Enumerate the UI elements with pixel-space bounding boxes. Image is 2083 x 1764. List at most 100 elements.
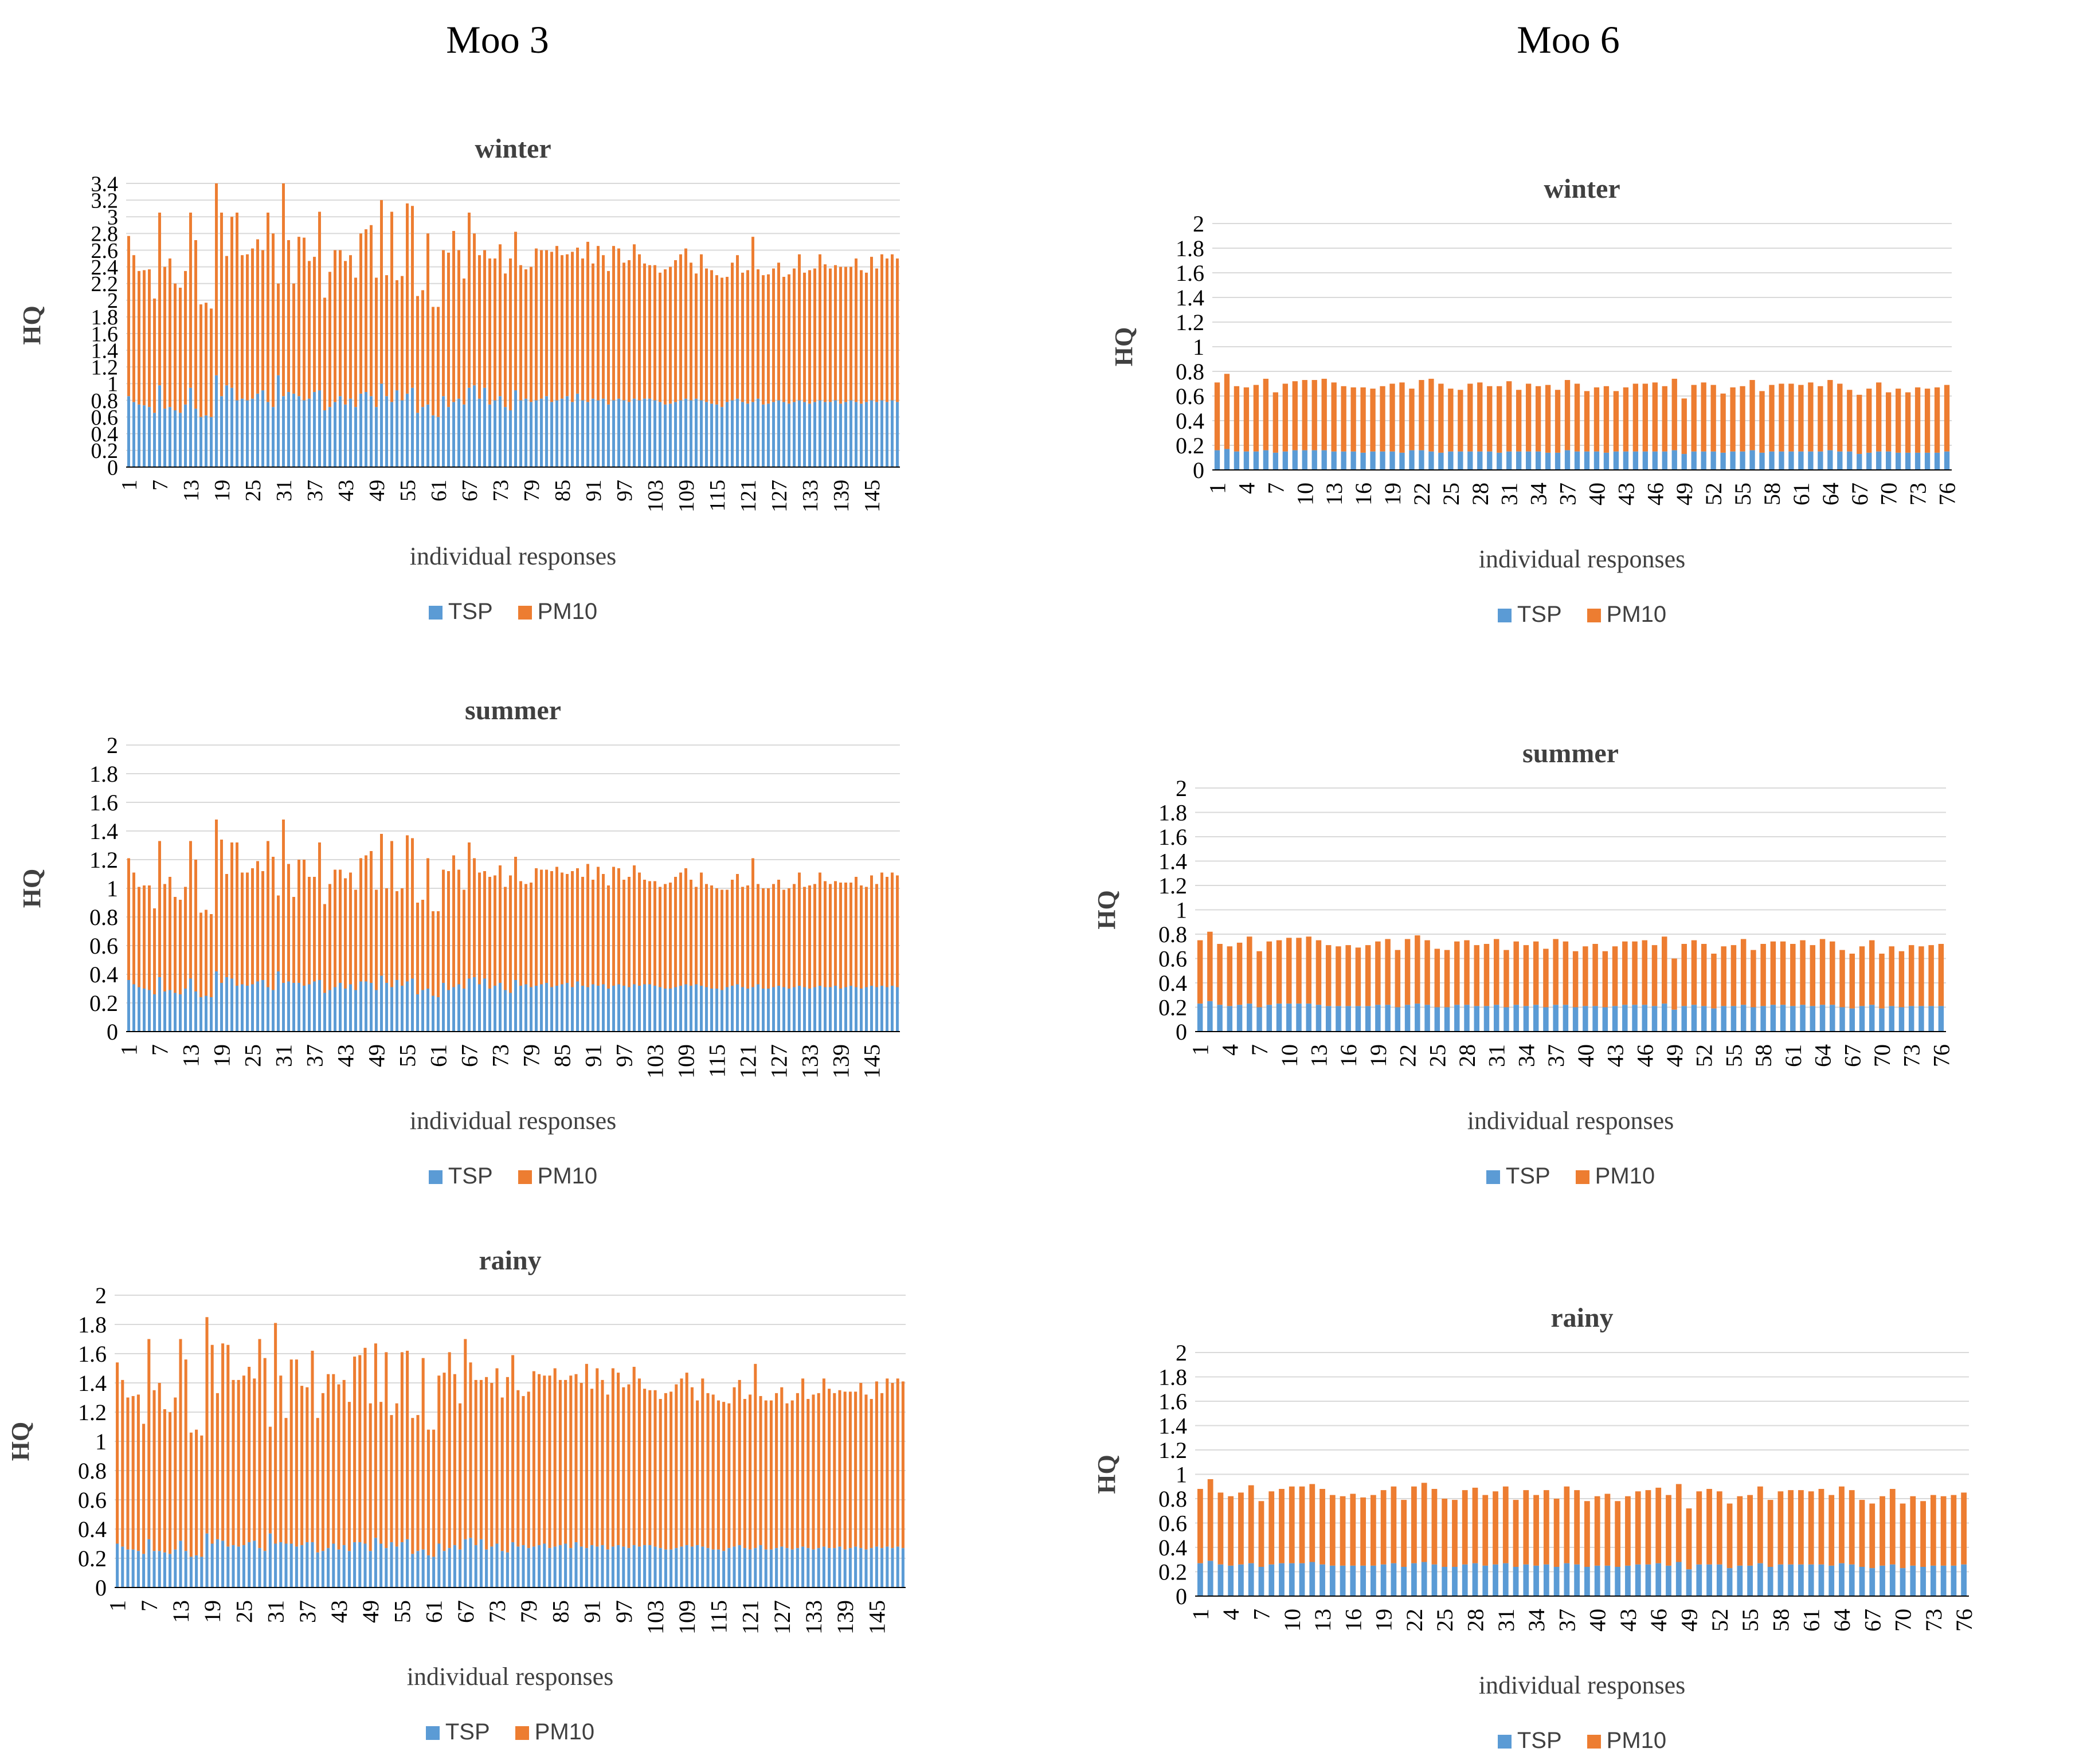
bar-tsp	[1900, 1568, 1906, 1596]
bar-tsp	[870, 1548, 873, 1587]
bar-tsp	[870, 986, 873, 1032]
bar-pm10	[1651, 945, 1658, 1006]
bar-tsp	[757, 398, 759, 467]
bar-tsp	[710, 989, 713, 1032]
bar-tsp	[295, 1546, 298, 1587]
bar-pm10	[1866, 389, 1872, 453]
x-tick-label: 67	[1847, 483, 1873, 505]
bar-pm10	[442, 250, 445, 397]
y-tick-label: 0	[107, 456, 118, 480]
bar-pm10	[829, 268, 832, 402]
bar-pm10	[1681, 398, 1687, 454]
legend: TSP PM10	[40, 1163, 986, 1189]
bar-tsp	[292, 983, 295, 1032]
bar-pm10	[612, 867, 615, 986]
bar-tsp	[232, 1545, 235, 1587]
bar-tsp	[421, 407, 424, 467]
bar-tsp	[597, 986, 600, 1032]
bar-pm10	[1236, 942, 1243, 1005]
y-tick-label: 1.4	[1176, 285, 1204, 311]
y-tick-label: 0.6	[78, 1487, 107, 1513]
bar-pm10	[514, 232, 517, 391]
bar-pm10	[303, 860, 306, 986]
bar-tsp	[163, 1552, 166, 1587]
bar-pm10	[875, 1381, 878, 1547]
bar-pm10	[736, 874, 739, 985]
bar-pm10	[1506, 381, 1512, 452]
bar-pm10	[710, 885, 713, 989]
bar-pm10	[401, 276, 404, 401]
x-tick-label: 31	[272, 480, 296, 501]
bar-tsp	[256, 981, 259, 1032]
x-tick-label: 31	[1497, 483, 1522, 505]
bar-tsp	[1572, 1007, 1579, 1032]
bar-tsp	[1268, 1564, 1275, 1596]
bar-tsp	[220, 396, 223, 467]
bar-pm10	[1341, 386, 1346, 452]
bar-tsp	[318, 390, 321, 467]
x-tick-label: 73	[484, 1600, 510, 1623]
y-tick-label: 1.4	[89, 818, 118, 844]
bar-tsp	[292, 393, 295, 467]
bar-tsp	[236, 986, 238, 1032]
y-axis-label: HQ	[1110, 327, 1138, 366]
bar-tsp	[1701, 1006, 1707, 1032]
x-tick-label: 49	[365, 480, 389, 501]
bar-pm10	[297, 237, 300, 397]
bar-pm10	[282, 183, 285, 397]
bar-tsp	[1615, 1567, 1621, 1596]
bar-tsp	[138, 987, 140, 1032]
bar-tsp	[1331, 451, 1337, 470]
bar-pm10	[1513, 1500, 1519, 1567]
bar-tsp	[1399, 452, 1405, 470]
bar-tsp	[1740, 451, 1745, 470]
bar-tsp	[246, 400, 249, 467]
y-tick-label: 1.8	[1158, 800, 1187, 826]
bar-pm10	[822, 1378, 825, 1547]
legend-item-pm10: PM10	[518, 1163, 597, 1189]
bar-pm10	[585, 1363, 588, 1549]
bar-pm10	[153, 298, 156, 413]
bar-tsp	[824, 987, 827, 1032]
bar-tsp	[803, 402, 806, 467]
bar-tsp	[514, 390, 517, 467]
bar-pm10	[684, 868, 687, 985]
bar-pm10	[1829, 1495, 1835, 1566]
bar-tsp	[313, 981, 316, 1032]
bar-pm10	[200, 1435, 203, 1557]
bar-tsp	[1603, 452, 1610, 470]
bar-pm10	[1908, 945, 1914, 1006]
bar-pm10	[210, 308, 213, 417]
bar-pm10	[880, 254, 883, 401]
bar-tsp	[648, 398, 651, 467]
bar-tsp	[1594, 1565, 1600, 1596]
bar-pm10	[775, 1393, 778, 1549]
bar-tsp	[169, 1554, 172, 1587]
x-tick-label: 76	[1951, 1609, 1977, 1632]
x-tick-label: 25	[1432, 1609, 1458, 1632]
bar-pm10	[509, 258, 512, 410]
bar-pm10	[1602, 951, 1608, 1008]
bar-tsp	[530, 402, 533, 467]
bar-pm10	[854, 1391, 858, 1547]
bar-pm10	[1914, 387, 1921, 453]
bar-pm10	[839, 883, 842, 989]
column-title-moo6: Moo 6	[1517, 18, 1620, 61]
bar-tsp	[242, 1545, 245, 1587]
x-tick-label: 61	[427, 480, 451, 501]
bar-tsp	[1380, 451, 1385, 470]
bar-pm10	[375, 889, 378, 990]
bar-tsp	[1604, 1565, 1611, 1596]
x-tick-label: 103	[643, 1044, 668, 1079]
bar-pm10	[1454, 941, 1460, 1005]
x-tick-label: 46	[1642, 483, 1668, 505]
bar-tsp	[1930, 1565, 1936, 1596]
bar-pm10	[633, 865, 636, 985]
bar-tsp	[215, 375, 218, 467]
bar-pm10	[675, 1384, 678, 1549]
bar-pm10	[189, 841, 192, 979]
bar-tsp	[1876, 451, 1882, 470]
bar-pm10	[839, 266, 842, 404]
bar-tsp	[1818, 1564, 1824, 1596]
bar-pm10	[437, 1375, 441, 1544]
